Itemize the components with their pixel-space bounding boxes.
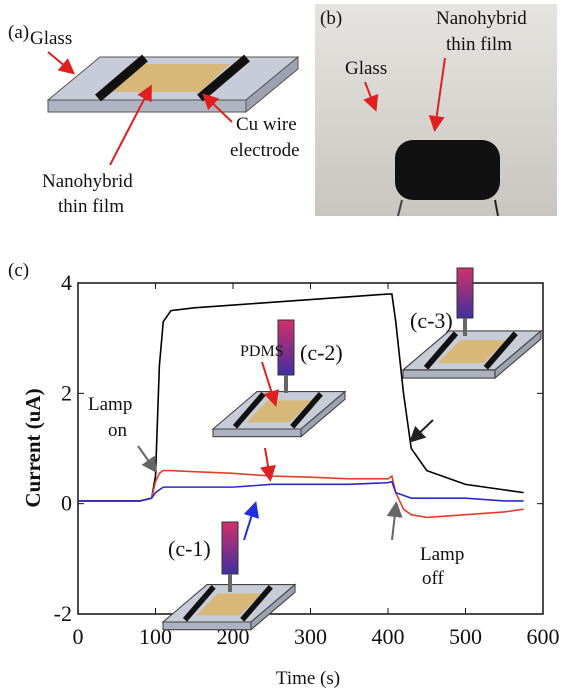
arrow — [363, 81, 379, 112]
arrow — [243, 501, 260, 541]
x-tick-label: 400 — [372, 624, 405, 649]
arrow — [137, 445, 158, 474]
inset — [211, 390, 347, 438]
film-label: thin film — [58, 196, 124, 217]
arrow — [202, 93, 233, 123]
y-tick-label: 2 — [61, 380, 72, 405]
arrow — [409, 419, 434, 443]
probe — [221, 521, 239, 575]
annotation: (c-1) — [168, 536, 211, 561]
glass-end — [494, 329, 542, 380]
glass-side — [162, 621, 252, 631]
panel-c: (c) Time (s) Current (uA) — [8, 260, 340, 689]
glass-end — [300, 390, 346, 438]
annotation: (c-3) — [410, 308, 453, 333]
y-tick-label: -2 — [54, 601, 72, 626]
annotation: off — [422, 568, 444, 589]
inset — [401, 329, 543, 380]
x-tick-label: 600 — [527, 624, 560, 649]
panel-a: (a) Glass Cu wire electrode Nanohybrid t… — [8, 22, 300, 217]
arrow — [109, 84, 152, 166]
electrode-label: electrode — [230, 140, 300, 161]
wire — [494, 199, 499, 217]
arrow — [428, 57, 446, 132]
film — [437, 340, 507, 364]
film-label: thin film — [446, 34, 512, 55]
film-label: Nanohybrid — [436, 8, 527, 29]
electrode — [197, 54, 250, 102]
annotation: Lamp — [88, 394, 132, 415]
annotation: on — [108, 420, 128, 441]
wire — [397, 199, 403, 217]
electrode — [232, 391, 266, 429]
arrow — [261, 361, 279, 407]
annotation: (c-2) — [300, 340, 343, 365]
electrode — [182, 584, 216, 622]
y-tick-label: 4 — [61, 270, 72, 295]
x-tick-label: 300 — [294, 624, 327, 649]
film-label: Nanohybrid — [42, 171, 133, 192]
panel-label: (b) — [320, 8, 342, 29]
y-tick-label: 0 — [61, 491, 72, 516]
electrode — [95, 54, 148, 102]
line — [78, 480, 524, 502]
glass-end — [250, 583, 296, 631]
panel-label: (c) — [8, 260, 29, 281]
electrode-label: Cu wire — [236, 114, 297, 135]
x-tick-label: 0 — [73, 624, 84, 649]
annotation: Lamp — [420, 544, 464, 565]
glass-label: Glass — [30, 28, 72, 49]
y-axis-label: Current (uA) — [21, 388, 45, 507]
glass-end — [245, 55, 299, 114]
x-axis-label: Time (s) — [276, 668, 340, 689]
panel-b: (b) Nanohybrid thin film Glass — [315, 4, 557, 217]
film-photo — [395, 140, 500, 200]
electrode — [423, 331, 459, 370]
glass-side — [212, 428, 302, 438]
inset — [161, 583, 297, 631]
arrow — [47, 51, 76, 75]
electrode — [240, 584, 273, 622]
line — [78, 469, 524, 519]
electrode — [290, 391, 323, 429]
annotation: PDMS — [240, 343, 284, 360]
arrow — [260, 447, 276, 482]
glass-side — [402, 369, 496, 379]
electrode — [483, 331, 518, 370]
arrow — [386, 501, 403, 541]
x-tick-label: 500 — [449, 624, 482, 649]
film — [196, 593, 262, 616]
film — [246, 400, 312, 423]
panel-label: (a) — [8, 22, 29, 43]
glass-label: Glass — [345, 58, 387, 79]
probe — [456, 267, 474, 319]
